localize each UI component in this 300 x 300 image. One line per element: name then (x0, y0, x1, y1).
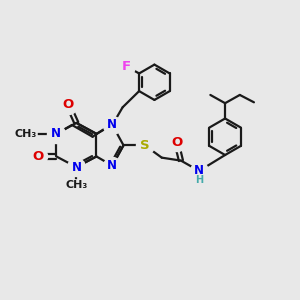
Text: O: O (32, 150, 44, 163)
Text: H: H (195, 175, 203, 185)
Text: O: O (62, 98, 74, 111)
Text: N: N (107, 118, 117, 131)
Text: S: S (140, 139, 149, 152)
Text: F: F (121, 60, 130, 73)
Text: N: N (107, 159, 117, 172)
Text: N: N (194, 164, 204, 177)
Text: CH₃: CH₃ (15, 129, 37, 139)
Text: N: N (51, 127, 62, 140)
Text: N: N (71, 160, 81, 174)
Text: O: O (171, 136, 182, 149)
Text: CH₃: CH₃ (65, 180, 88, 190)
